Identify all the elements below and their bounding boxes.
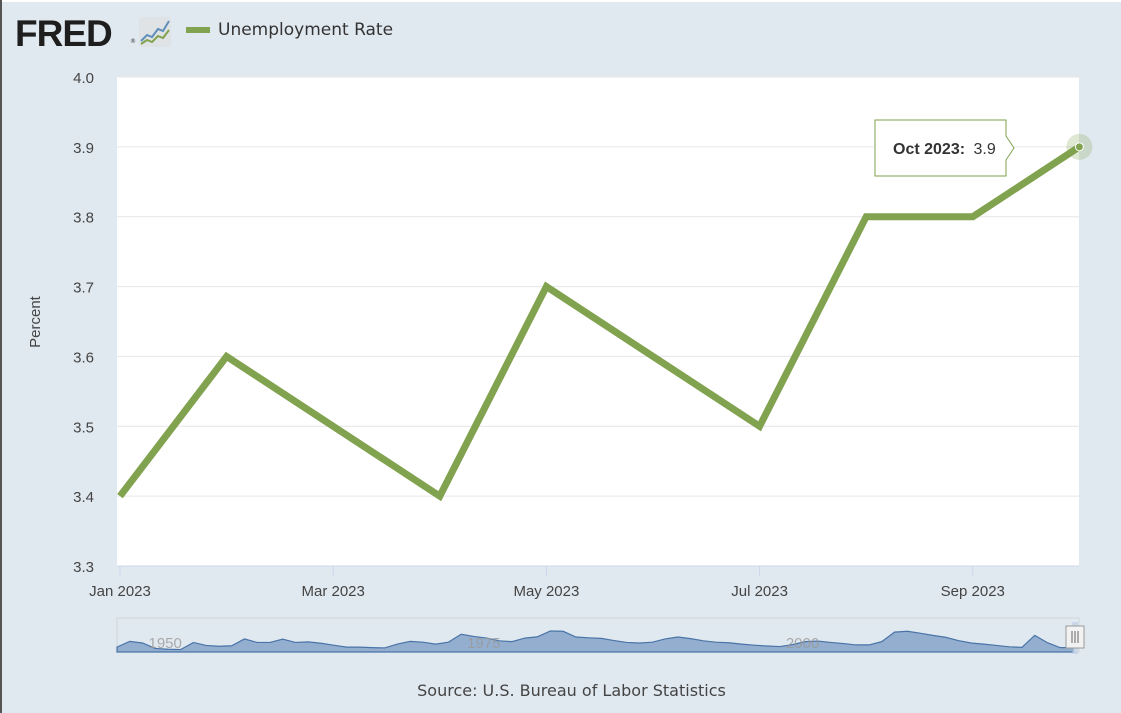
y-tick-label: 3.3 [73, 559, 94, 576]
fred-chart-logo-icon [139, 17, 171, 47]
y-tick-label: 4.0 [73, 70, 94, 87]
legend-label: Unemployment Rate [218, 20, 394, 40]
top-border [0, 0, 1121, 2]
y-tick-label: 3.4 [73, 489, 94, 506]
x-tick-label: Jul 2023 [731, 583, 788, 600]
tooltip: Oct 2023: 3.9 [874, 119, 1015, 177]
hover-point [1074, 142, 1084, 152]
y-tick-label: 3.7 [73, 280, 94, 297]
y-tick-label: 3.9 [73, 140, 94, 157]
series-line-unemployment-rate[interactable] [117, 143, 1082, 502]
registered-mark: ® [130, 38, 136, 45]
x-tick-label: Sep 2023 [941, 583, 1005, 600]
x-tick-label: Mar 2023 [302, 583, 365, 600]
x-tick-label: May 2023 [513, 583, 579, 600]
navigator-label: 1975 [467, 635, 500, 652]
legend-swatch [186, 27, 210, 33]
y-axis-label: Percent [27, 295, 44, 348]
y-tick-label: 3.5 [73, 419, 94, 436]
navigator-label: 1950 [148, 635, 181, 652]
tooltip-box [874, 119, 1015, 177]
navigator-label: 2000 [786, 635, 819, 652]
source-note: Source: U.S. Bureau of Labor Statistics [417, 681, 726, 700]
x-tick-label: Jan 2023 [89, 583, 151, 600]
y-tick-label: 3.6 [73, 349, 94, 366]
legend-item-unemployment-rate[interactable]: Unemployment Rate [186, 20, 393, 40]
left-border [0, 0, 2, 713]
tooltip-date: Oct 2023: [893, 141, 965, 158]
svg-text:Oct 2023: 3.9: Oct 2023: 3.9 [893, 141, 996, 158]
y-tick-label: 3.8 [73, 210, 94, 227]
tooltip-value: 3.9 [974, 141, 996, 158]
fred-logo[interactable]: FRED [15, 13, 113, 54]
navigator-series [116, 630, 1074, 653]
